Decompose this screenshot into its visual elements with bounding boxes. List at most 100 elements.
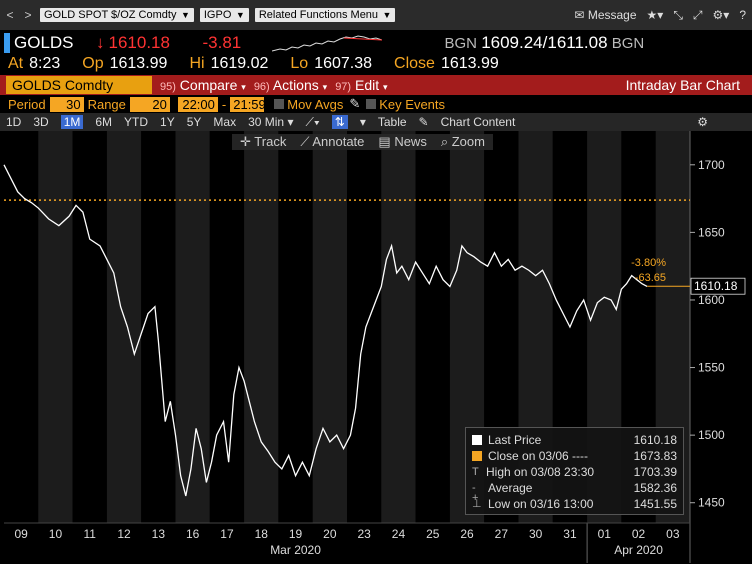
legend-high[interactable]: T High on 03/08 23:30 1703.39 — [472, 464, 677, 480]
edit-label: Edit — [354, 77, 380, 93]
legend-low[interactable]: ⊥ Low on 03/16 13:00 1451.55 — [472, 496, 677, 512]
range-input[interactable]: 20 — [129, 96, 170, 112]
month-label: Apr 2020 — [614, 543, 663, 557]
y-tick-label: 1650 — [698, 225, 725, 239]
back-arrow-icon[interactable]: < — [6, 8, 14, 22]
x-tick-label: 09 — [14, 527, 28, 541]
security-field[interactable]: GOLD SPOT $/OZ Comdty ▼ — [40, 8, 194, 22]
period-label: Period — [8, 96, 46, 112]
star-icon[interactable]: ★▾ — [646, 8, 664, 22]
line-chart-icon[interactable]: ⟋▾ — [305, 114, 320, 129]
track-tool[interactable]: ✛ Track — [240, 134, 286, 150]
legend-value: 1673.83 — [633, 449, 677, 463]
range-max[interactable]: Max — [213, 115, 237, 129]
compare-menu[interactable]: 95) Compare ▾ — [160, 77, 246, 93]
settings-icon[interactable]: ⚙ — [697, 115, 708, 129]
interval-select[interactable]: 30 Min ▾ — [248, 115, 293, 129]
time-to-input[interactable]: 21:59 — [230, 96, 266, 112]
range-5y[interactable]: 5Y — [186, 115, 202, 129]
period-input[interactable]: 30 — [49, 96, 84, 112]
actions-label: Actions — [272, 77, 319, 93]
y-tick-label: 1600 — [698, 293, 725, 307]
zoom-tool[interactable]: ⌕ Zoom — [441, 134, 485, 150]
legend-label: Average — [488, 481, 533, 495]
envelope-icon: ✉ — [574, 8, 585, 22]
table-label: Table — [377, 115, 407, 129]
shrink-icon[interactable]: ⤡ — [673, 7, 683, 22]
x-tick-label: 13 — [152, 527, 166, 541]
news-label: News — [394, 134, 427, 149]
message-button[interactable]: ✉ Message — [574, 8, 636, 22]
edit-menu[interactable]: 97) Edit ▾ — [335, 77, 387, 93]
sparkline — [272, 35, 382, 52]
legend-average[interactable]: -+ Average 1582.36 — [472, 480, 677, 504]
x-tick-label: 10 — [49, 527, 63, 541]
day-column — [106, 131, 142, 523]
price-chart[interactable]: 1700 1650 1600 1550 1500 1450 09 10 11 12 13 16 17 18… — [0, 131, 752, 564]
annotate-label: Annotate — [312, 134, 365, 149]
x-tick-label: 25 — [426, 527, 440, 541]
at-value: 8:23 — [29, 55, 61, 72]
bgn-label: BGN — [444, 35, 478, 52]
day-column — [175, 131, 210, 523]
forward-arrow-icon[interactable]: > — [24, 8, 32, 22]
bar-type-icon[interactable]: ⇅ — [331, 115, 348, 129]
day-column — [4, 131, 39, 523]
range-1y[interactable]: 1Y — [160, 115, 175, 129]
range-label: Range — [87, 96, 126, 112]
close-label: Close — [394, 55, 435, 72]
dash: - — [221, 96, 227, 112]
x-tick-label: 30 — [529, 527, 543, 541]
actions-menu[interactable]: 96) Actions ▾ — [254, 77, 327, 93]
range-1m[interactable]: 1M — [60, 115, 84, 129]
range-bar: 1D 3D 1M 6M YTD 1Y 5Y Max 30 Min ▾ ⟋▾ ⇅ … — [0, 113, 752, 131]
expand-icon[interactable]: ⤢ — [692, 7, 703, 22]
function-field[interactable]: IGPO ▼ — [199, 8, 249, 22]
mov-avgs-label: Mov Avgs — [287, 96, 344, 112]
day-column — [278, 131, 313, 523]
legend-value: 1582.36 — [633, 481, 677, 495]
y-tick-label: 1700 — [698, 158, 725, 172]
chart-svg: 1700 1650 1600 1550 1500 1450 09 10 11 12 13 16 17 18… — [3, 131, 746, 563]
news-tool[interactable]: ▤ News — [378, 134, 426, 150]
chart-legend: Last Price 1610.18 Close on 03/06 ---- 1… — [465, 427, 684, 515]
ticker-marker — [4, 33, 10, 53]
legend-swatch — [472, 435, 482, 445]
range-1d[interactable]: 1D — [6, 115, 22, 129]
help-icon[interactable]: ? — [739, 8, 746, 22]
open-label: Op — [82, 55, 104, 72]
day-column — [141, 131, 176, 523]
gear-icon[interactable]: ⚙▾ — [712, 8, 730, 22]
time-from-input[interactable]: 22:00 — [177, 96, 218, 112]
chevron-down-icon: ▼ — [178, 10, 190, 20]
legend-label: Close on 03/06 ---- — [488, 449, 589, 463]
mov-avgs-checkbox[interactable] — [274, 99, 285, 109]
key-events-label: Key Events — [379, 96, 446, 112]
actions-num: 96) — [253, 81, 270, 93]
more-icon[interactable]: ▾ — [359, 115, 366, 129]
legend-last-price[interactable]: Last Price 1610.18 — [472, 432, 677, 448]
annotate-icon: ⟋ — [300, 134, 310, 149]
chart-content-button[interactable]: Chart Content — [441, 115, 516, 129]
key-events-checkbox[interactable] — [366, 99, 377, 109]
chevron-down-icon: ▼ — [380, 10, 392, 20]
related-functions-menu[interactable]: Related Functions Menu ▼ — [254, 8, 396, 22]
x-tick-label: 19 — [289, 527, 303, 541]
table-button[interactable]: Table — [378, 115, 407, 129]
day-column — [38, 131, 73, 523]
quote-ticker: GOLDS — [14, 33, 74, 52]
edit-icon[interactable]: ✎ — [418, 115, 429, 129]
y-tick-label: 1500 — [698, 428, 725, 442]
close-value: 1613.99 — [440, 55, 499, 72]
x-tick-label: 20 — [323, 527, 337, 541]
range-6m[interactable]: 6M — [95, 115, 113, 129]
ticker-input[interactable]: GOLDS Comdty — [6, 76, 152, 94]
pencil-icon[interactable]: ✎ — [349, 96, 361, 111]
range-ytd[interactable]: YTD — [124, 115, 149, 129]
day-column — [347, 131, 382, 523]
x-tick-label: 17 — [220, 527, 234, 541]
annotate-tool[interactable]: ⟋ Annotate — [300, 134, 364, 150]
chevron-down-icon: ▾ — [287, 115, 294, 129]
legend-close[interactable]: Close on 03/06 ---- 1673.83 — [472, 448, 677, 464]
range-3d[interactable]: 3D — [33, 115, 49, 129]
